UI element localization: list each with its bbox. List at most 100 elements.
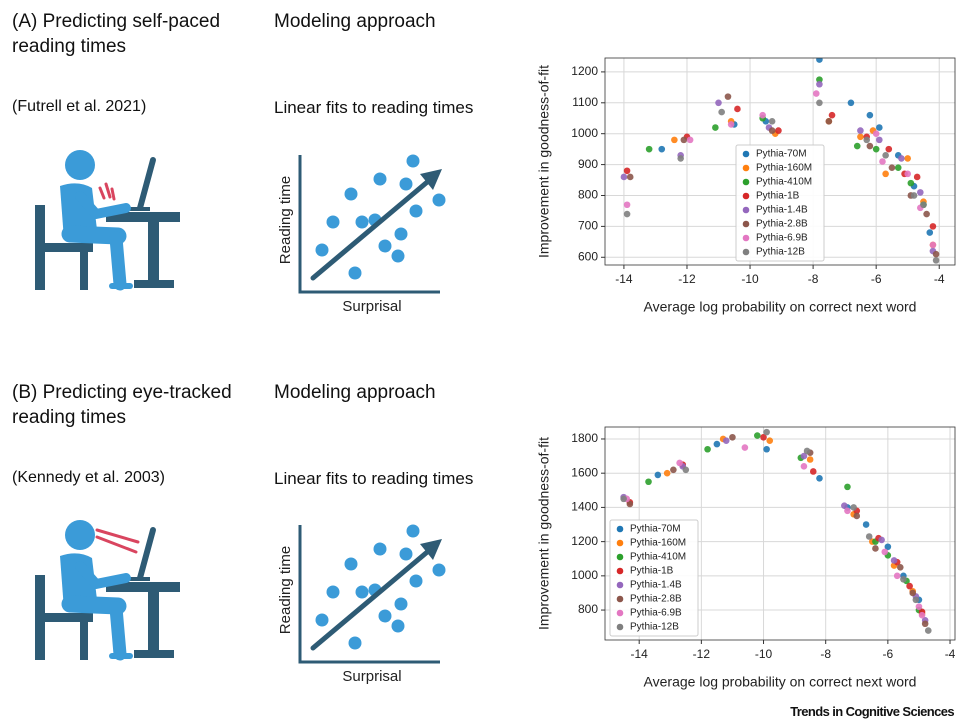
data-point — [895, 164, 902, 171]
x-tick-label: -8 — [808, 272, 819, 286]
data-point — [898, 155, 905, 162]
data-point — [850, 504, 857, 511]
data-point — [908, 180, 915, 187]
reader-icon — [35, 150, 180, 290]
data-point — [681, 137, 688, 144]
data-point — [844, 484, 851, 491]
data-point — [676, 460, 683, 467]
data-point — [728, 121, 735, 128]
legend-label: Pythia-1.4B — [756, 205, 808, 216]
data-point — [881, 549, 888, 556]
data-point — [766, 437, 773, 444]
x-tick-label: -4 — [934, 272, 945, 286]
data-point — [917, 189, 924, 196]
legend-marker — [743, 165, 750, 172]
illus-dot — [349, 637, 362, 650]
data-point — [627, 174, 634, 181]
y-axis-label: Improvement in goodness-of-fit — [536, 65, 552, 258]
illus-dot — [345, 558, 358, 571]
data-point — [873, 130, 880, 137]
data-point — [754, 432, 761, 439]
illus-dot — [392, 620, 405, 633]
data-point — [759, 112, 766, 119]
shin — [116, 238, 120, 284]
y-tick-label: 1200 — [571, 64, 598, 78]
approach-heading: Modeling approach — [274, 381, 436, 406]
illus-ylabel: Reading time — [277, 176, 294, 264]
data-point — [624, 201, 631, 208]
data-point — [646, 146, 653, 153]
illustration: Reading timeSurprisal — [277, 525, 446, 685]
data-point — [763, 446, 770, 453]
data-point — [853, 513, 860, 520]
data-point — [715, 99, 722, 106]
illus-dot — [395, 598, 408, 611]
legend-label: Pythia-70M — [630, 524, 681, 535]
illus-dot — [327, 216, 340, 229]
data-point — [718, 109, 725, 116]
illus-dot — [356, 216, 369, 229]
data-point — [863, 521, 870, 528]
citation: (Kennedy et al. 2003) — [12, 468, 165, 489]
desk-leg — [148, 592, 159, 652]
illus-xlabel: Surprisal — [342, 668, 401, 685]
x-tick-label: -12 — [693, 647, 711, 661]
legend: Pythia-70MPythia-160MPythia-410MPythia-1… — [736, 145, 824, 261]
data-point — [670, 466, 677, 473]
x-tick-label: -12 — [678, 272, 696, 286]
data-point — [857, 127, 864, 134]
citation: (Futrell et al. 2021) — [12, 97, 146, 118]
data-point — [829, 112, 836, 119]
data-point — [658, 146, 665, 153]
data-point — [930, 223, 937, 230]
method-text: Linear fits to reading times — [274, 468, 473, 490]
x-tick-label: -6 — [871, 272, 882, 286]
x-axis-label: Average log probability on correct next … — [644, 299, 917, 315]
monitor — [140, 530, 153, 578]
data-point — [916, 603, 923, 610]
data-point — [882, 152, 889, 159]
data-point — [714, 441, 721, 448]
data-point — [816, 56, 823, 63]
illus-dot — [410, 575, 423, 588]
data-point — [909, 590, 916, 597]
data-point — [769, 127, 776, 134]
data-point — [671, 137, 678, 144]
illus-dot — [392, 250, 405, 263]
data-point — [911, 192, 918, 199]
legend-marker — [617, 526, 624, 533]
data-point — [664, 470, 671, 477]
data-point — [655, 472, 662, 479]
data-point — [769, 118, 776, 125]
data-point — [894, 573, 901, 580]
illus-dot — [327, 586, 340, 599]
legend-label: Pythia-1B — [630, 566, 674, 577]
typing-mark — [112, 189, 114, 199]
data-point — [866, 533, 873, 540]
legend-label: Pythia-410M — [630, 552, 686, 563]
desk-leg — [148, 222, 159, 282]
data-point — [878, 537, 885, 544]
chair-leg — [80, 622, 88, 660]
data-point — [867, 112, 874, 119]
data-point — [725, 93, 732, 100]
data-point — [804, 448, 811, 455]
data-point — [920, 201, 927, 208]
data-point — [867, 143, 874, 150]
data-point — [807, 456, 814, 463]
x-axis-label: Average log probability on correct next … — [644, 674, 917, 690]
data-point — [624, 167, 631, 174]
legend-label: Pythia-2.8B — [756, 219, 808, 230]
y-tick-label: 1400 — [571, 500, 598, 514]
data-point — [813, 90, 820, 97]
head — [65, 150, 95, 180]
data-point — [882, 171, 889, 178]
illus-dot — [316, 614, 329, 627]
data-point — [891, 557, 898, 564]
data-point — [922, 620, 929, 627]
y-tick-label: 700 — [578, 219, 598, 233]
x-tick-label: -10 — [755, 647, 773, 661]
data-point — [816, 81, 823, 88]
x-tick-label: -8 — [820, 647, 831, 661]
illus-dot — [407, 155, 420, 168]
